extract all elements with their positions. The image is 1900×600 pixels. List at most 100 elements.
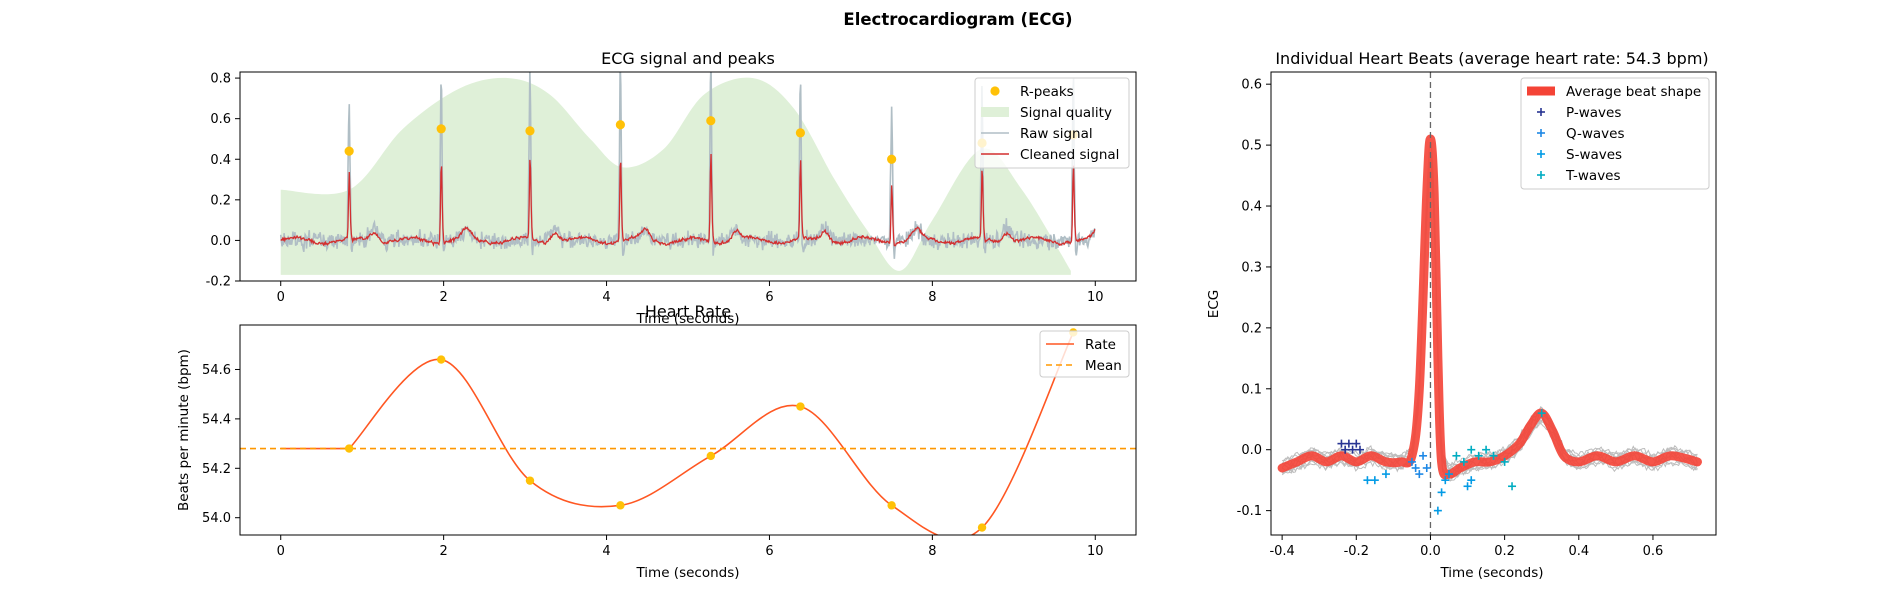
rate-point xyxy=(706,451,716,461)
heart-rate-axes-frame xyxy=(239,324,1137,536)
legend-label: T-waves xyxy=(1565,168,1621,184)
x-tick-label: 10 xyxy=(1087,290,1104,305)
r-peak-point xyxy=(436,124,446,134)
legend-label: R-peaks xyxy=(1020,84,1074,100)
t-wave-marker xyxy=(1489,451,1498,460)
individual-beat-line xyxy=(1281,141,1698,478)
legend-label: P-waves xyxy=(1566,105,1621,121)
individual-beat-line xyxy=(1281,163,1698,477)
ecg-axes-frame xyxy=(239,71,1137,282)
heart-beats-axes-frame xyxy=(1270,71,1717,536)
t-wave-marker xyxy=(1482,445,1491,454)
y-tick-label: 0.2 xyxy=(210,193,231,208)
s-wave-marker xyxy=(1381,470,1390,479)
heart-rate-y-label: Beats per minute (bpm) xyxy=(176,349,192,511)
heart-beats-panel: Individual Heart Beats (average heart ra… xyxy=(1206,49,1717,581)
legend-label: Raw signal xyxy=(1020,126,1093,142)
q-wave-marker xyxy=(1407,457,1416,466)
s-wave-marker xyxy=(1433,506,1442,515)
y-tick-label: 54.2 xyxy=(202,462,231,477)
t-wave-marker xyxy=(1459,457,1468,466)
r-peak-point xyxy=(887,154,897,164)
raw-signal-line xyxy=(279,72,1096,259)
x-tick-label: -0.2 xyxy=(1344,544,1369,559)
rate-point xyxy=(525,476,535,485)
rate-point xyxy=(436,355,446,364)
p-wave-marker xyxy=(1337,439,1346,448)
x-tick-label: 2 xyxy=(439,544,447,559)
average-beat-line xyxy=(1277,134,1702,480)
legend-label: Average beat shape xyxy=(1566,84,1701,100)
legend-marker xyxy=(1537,150,1545,158)
t-wave-marker xyxy=(1508,482,1517,491)
s-wave-marker xyxy=(1445,470,1453,479)
ecg-signal-panel: ECG signal and peaks 0 2 4 6 8 10 -0.2 0.0 0.2 0… xyxy=(206,49,1137,327)
ecg-plot-area xyxy=(279,72,1096,275)
y-tick-label: 54.4 xyxy=(202,412,231,427)
ecg-x-label: Time (seconds) xyxy=(635,311,739,327)
heart-rate-panel: Heart Rate 0 2 4 6 8 10 54.0 54.2 54.4 54.6 Time… xyxy=(176,302,1137,581)
individual-beat-line xyxy=(1281,164,1698,480)
x-tick-label: 4 xyxy=(602,290,610,305)
x-tick-label: 0.6 xyxy=(1643,544,1664,559)
p-wave-marker xyxy=(1348,445,1357,454)
x-tick-label: 0 xyxy=(277,544,285,559)
y-tick-label: 0.6 xyxy=(210,112,231,127)
t-wave-marker xyxy=(1467,445,1476,454)
t-wave-marker xyxy=(1452,451,1461,460)
individual-beat-line xyxy=(1282,156,1698,472)
s-wave-marker xyxy=(1363,476,1372,485)
r-peak-point xyxy=(344,146,354,156)
p-wave-marker xyxy=(1352,439,1361,448)
legend-label: Signal quality xyxy=(1020,105,1112,121)
t-wave-marker xyxy=(1474,451,1483,460)
x-tick-label: 6 xyxy=(765,544,773,559)
rate-point xyxy=(616,501,625,510)
heart-rate-x-ticks: 0 2 4 6 8 10 xyxy=(277,535,1104,559)
x-tick-label: 6 xyxy=(765,290,773,305)
t-wave-marker xyxy=(1537,409,1546,418)
individual-beat-line xyxy=(1281,172,1698,471)
y-tick-label: 0.4 xyxy=(1241,200,1262,215)
legend-label: Q-waves xyxy=(1566,126,1625,142)
q-wave-marker xyxy=(1419,451,1428,460)
x-tick-label: 10 xyxy=(1087,544,1104,559)
t-wave-marker xyxy=(1500,457,1509,466)
legend-marker xyxy=(1537,108,1545,116)
x-tick-label: 0.0 xyxy=(1420,544,1441,559)
ecg-legend: R-peaks Signal quality Raw signal Cleaned s… xyxy=(974,77,1130,169)
rate-point xyxy=(796,402,805,411)
y-tick-label: 0.4 xyxy=(210,153,231,168)
x-tick-label: 0.2 xyxy=(1494,544,1515,559)
individual-beat-line xyxy=(1281,174,1698,473)
y-tick-label: 0.2 xyxy=(1241,321,1262,336)
r-peak-point xyxy=(525,126,535,136)
x-tick-label: -0.4 xyxy=(1269,544,1294,559)
ecg-legend-box xyxy=(974,77,1130,169)
heart-rate-legend-box xyxy=(1039,330,1130,378)
legend-label: Cleaned signal xyxy=(1020,147,1119,163)
legend-label: S-waves xyxy=(1566,147,1622,163)
x-tick-label: 0 xyxy=(277,290,285,305)
y-tick-label: 0.5 xyxy=(1241,139,1262,154)
rate-line xyxy=(280,332,1075,535)
figure-title: Electrocardiogram (ECG) xyxy=(843,10,1072,29)
individual-beat-line xyxy=(1281,168,1698,482)
x-tick-label: 0.4 xyxy=(1568,544,1589,559)
legend-marker xyxy=(1537,171,1545,179)
r-peak-point xyxy=(615,120,625,130)
y-tick-label: 0.6 xyxy=(1241,78,1262,93)
ecg-y-ticks: -0.2 0.0 0.2 0.4 0.6 0.8 xyxy=(206,72,240,290)
y-tick-label: 0.8 xyxy=(210,72,231,87)
rate-point xyxy=(887,501,896,510)
heart-beats-legend: Average beat shape P-waves Q-waves S-waves T… xyxy=(1520,77,1710,190)
p-wave-marker xyxy=(1344,439,1353,448)
y-tick-label: 54.0 xyxy=(202,511,231,526)
y-tick-label: 0.1 xyxy=(1241,382,1262,397)
x-tick-label: 8 xyxy=(928,544,936,559)
y-tick-label: 0.3 xyxy=(1241,260,1262,275)
heart-beats-panel-title: Individual Heart Beats (average heart ra… xyxy=(1275,49,1708,68)
y-tick-label: -0.1 xyxy=(1237,504,1262,519)
q-wave-marker xyxy=(1422,463,1431,472)
p-wave-marker xyxy=(1341,445,1350,454)
